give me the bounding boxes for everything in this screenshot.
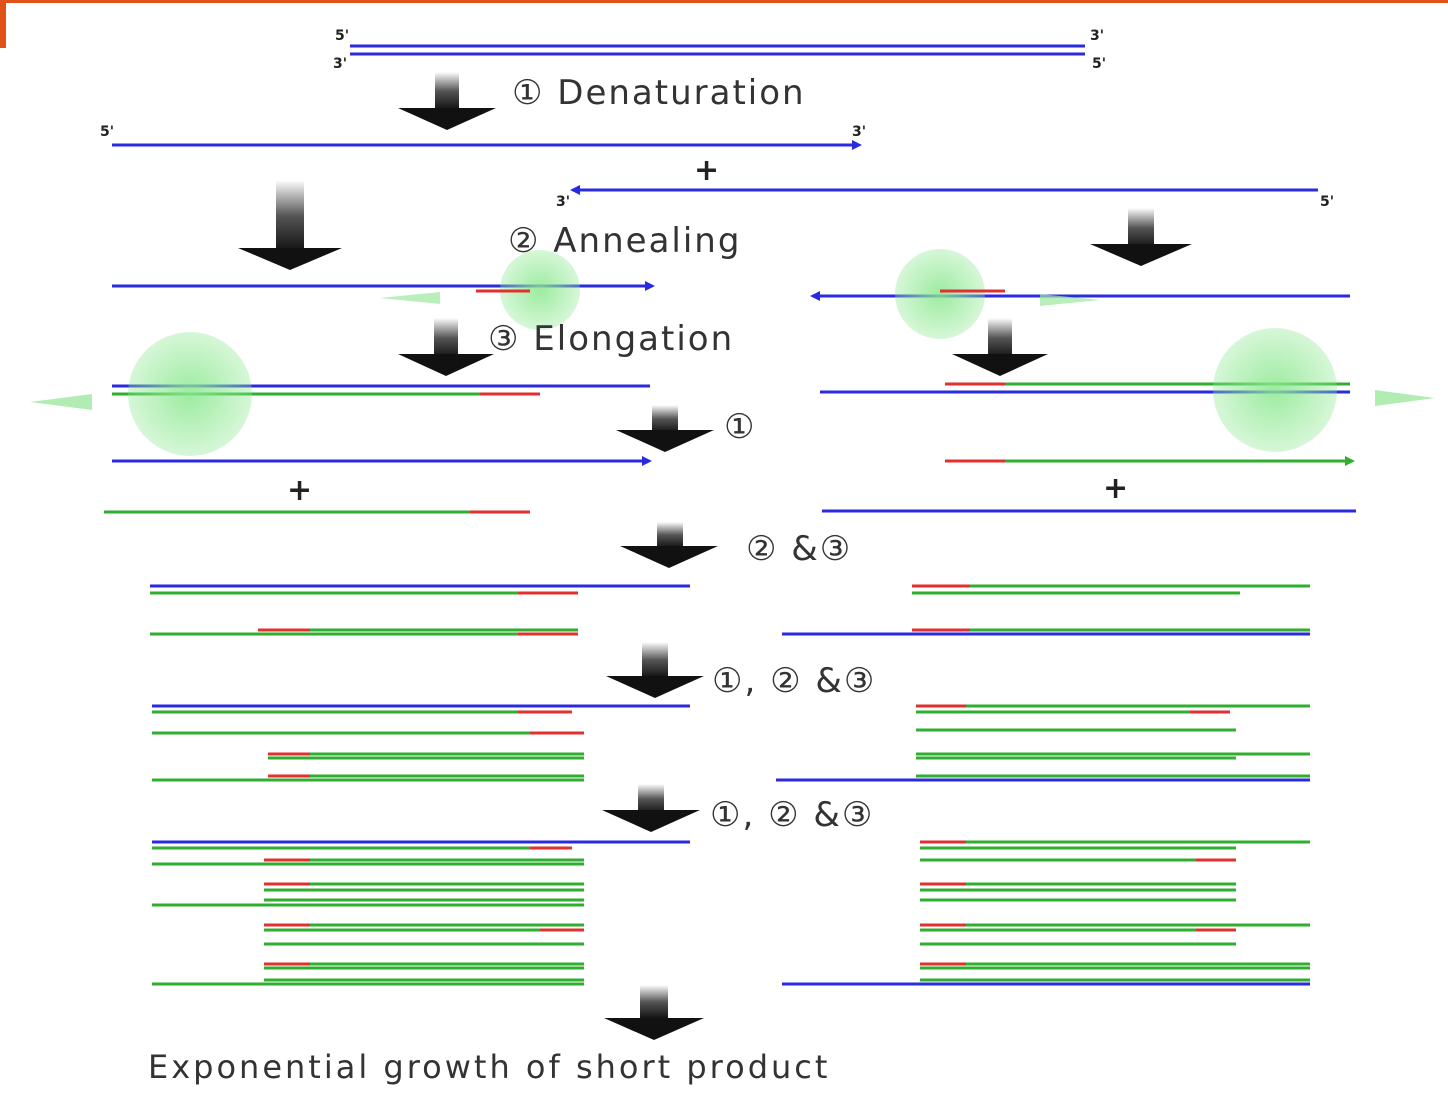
label-3prime-d: 3' (556, 194, 570, 210)
step-cycle123b-label: ①, ② &③ (710, 795, 874, 835)
label-5prime-b: 5' (1092, 56, 1106, 72)
polymerase-blob (895, 249, 985, 339)
label-3prime-a: 3' (333, 56, 347, 72)
down-arrow (606, 642, 704, 698)
down-arrow (398, 72, 496, 130)
cycle123a-products (152, 704, 1310, 782)
polymerase-blob (500, 250, 580, 330)
down-arrow-left (238, 180, 342, 270)
down-arrow-right (1090, 208, 1192, 266)
left-accent-bar (0, 0, 6, 48)
separated-strands: 5' 3' + 3' 5' (100, 124, 1334, 210)
label-3prime-c: 3' (852, 124, 866, 140)
cycle23-products (150, 584, 1310, 636)
down-arrow-right (952, 318, 1048, 376)
top-accent-rule (0, 0, 1448, 3)
polymerase-blob (1213, 328, 1337, 452)
label-5prime-a: 5' (335, 28, 349, 44)
down-arrow-left (398, 318, 494, 376)
down-arrow (620, 522, 718, 568)
plus-sign: + (694, 153, 719, 188)
plus-sign: + (1103, 471, 1128, 506)
label-5prime-d: 5' (1320, 194, 1334, 210)
polymerase-blob (128, 332, 252, 456)
down-arrow (602, 784, 700, 832)
cycle123b-products (152, 840, 1310, 986)
down-arrow (616, 405, 714, 452)
step-cycle123a-label: ①, ② &③ (712, 661, 876, 701)
step-denaturation-label: ① Denaturation (512, 73, 806, 113)
down-arrow (604, 985, 704, 1040)
cycle1-products: + + (104, 456, 1356, 514)
step-cycle23-label: ② &③ (746, 529, 852, 569)
step-elongation-label: ③ Elongation (488, 319, 734, 359)
label-5prime-c: 5' (100, 124, 114, 140)
step-cycle1-label: ① (724, 407, 756, 447)
annealed-primers (112, 249, 1350, 339)
initial-dsdna: 5' 3' 3' 5' (333, 28, 1106, 72)
elongated-strands (30, 328, 1435, 456)
label-3prime-b: 3' (1090, 28, 1104, 44)
plus-sign: + (287, 473, 312, 508)
final-caption: Exponential growth of short product (148, 1048, 830, 1086)
